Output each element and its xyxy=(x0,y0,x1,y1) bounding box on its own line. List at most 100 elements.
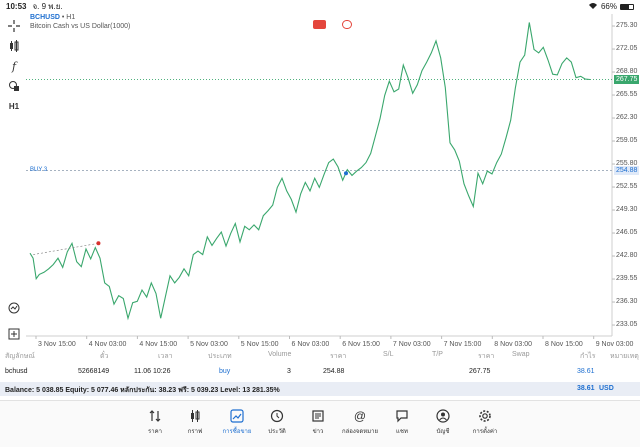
symbol-label: BCHUSD • H1 xyxy=(30,14,75,21)
tab-label: ข่าว xyxy=(312,429,324,435)
bottom-tab-bar: ราคา กราฟ การซื้อขาย ประวัติ ข่าว @ กล่อ… xyxy=(0,400,640,447)
tab-label: กราฟ xyxy=(187,429,203,435)
y-tick-label: 262.30 xyxy=(616,114,638,122)
battery-percent: 66% xyxy=(600,2,617,11)
chat-icon xyxy=(395,409,409,423)
current-price-tag: 267.75 xyxy=(614,74,640,84)
timeframe-h1-button[interactable]: H1 xyxy=(8,101,20,111)
trade-toggle-icon[interactable] xyxy=(342,20,352,29)
y-tick-label: 252.55 xyxy=(616,183,638,191)
y-tick-label: 275.30 xyxy=(616,22,638,30)
col-current: ราคา xyxy=(478,353,495,360)
tab-label: ราคา xyxy=(148,429,162,435)
battery-icon xyxy=(620,3,634,10)
price-chart[interactable] xyxy=(26,14,640,346)
col-swap: Swap xyxy=(512,351,530,358)
col-time: เวลา xyxy=(158,353,173,360)
y-tick-label: 239.55 xyxy=(616,275,638,283)
x-tick-label: 8 Nov 15:00 xyxy=(545,341,583,348)
balance-bar: Balance: 5 038.85 Equity: 5 077.46 หลักป… xyxy=(0,382,640,396)
tab-label: แชท xyxy=(396,429,408,435)
tab-quotes[interactable]: ราคา xyxy=(135,409,175,436)
mail-at-icon: @ xyxy=(353,409,367,423)
status-right: 66% xyxy=(588,2,634,12)
buy-order-label: BUY 3 xyxy=(30,167,48,173)
one-click-trading xyxy=(313,20,352,29)
wifi-icon xyxy=(588,2,598,12)
col-sl: S/L xyxy=(383,351,394,358)
tab-news[interactable]: ข่าว xyxy=(298,409,338,436)
col-volume: Volume xyxy=(268,351,292,358)
y-tick-label: 265.55 xyxy=(616,91,638,99)
status-time: 10:53 xyxy=(6,2,27,11)
symbol-name: BCHUSD xyxy=(30,14,60,21)
sell-quick-button[interactable] xyxy=(313,20,326,29)
status-bar: 10:53 จ. 9 พ.ย. 66% xyxy=(0,0,640,13)
symbol-description: Bitcoin Cash vs US Dollar(1000) xyxy=(30,23,131,30)
function-icon[interactable]: f xyxy=(11,59,17,73)
row-volume: 3 xyxy=(287,368,291,375)
tab-label: บัญชี xyxy=(436,429,450,435)
tab-trade[interactable]: การซื้อขาย xyxy=(217,409,257,436)
crosshair-icon[interactable] xyxy=(6,18,22,34)
row-time: 11.06 10:26 xyxy=(134,368,171,375)
y-tick-label: 246.05 xyxy=(616,229,638,237)
tab-history[interactable]: ประวัติ xyxy=(257,409,297,436)
account-icon xyxy=(436,409,450,423)
y-tick-label: 272.05 xyxy=(616,45,638,53)
x-tick-label: 8 Nov 03:00 xyxy=(494,341,533,348)
row-type: buy xyxy=(219,368,231,375)
y-tick-label: 233.05 xyxy=(616,321,638,329)
col-comment: หมายเหตุ xyxy=(610,353,639,360)
y-tick-label: 242.80 xyxy=(616,252,638,260)
x-tick-label: 6 Nov 15:00 xyxy=(342,341,380,348)
settings-icon xyxy=(478,409,492,423)
x-tick-label: 6 Nov 03:00 xyxy=(291,341,330,348)
tab-account[interactable]: บัญชี xyxy=(423,409,463,436)
row-profit: 38.61 xyxy=(577,368,595,375)
indicators-candles-icon[interactable] xyxy=(6,38,22,54)
history-icon xyxy=(270,409,284,423)
buy-marker-blue xyxy=(344,171,348,176)
row-current: 267.75 xyxy=(469,368,491,375)
tab-chat[interactable]: แชท xyxy=(382,409,422,436)
x-tick-label: 7 Nov 03:00 xyxy=(392,341,431,348)
col-price: ราคา xyxy=(330,353,347,360)
positions-table-header: สัญลักษณ์ ตั๋ว เวลา ประเภท Volume ราคา S… xyxy=(0,349,640,361)
x-tick-label: 5 Nov 15:00 xyxy=(240,341,279,348)
x-tick-label: 5 Nov 03:00 xyxy=(190,341,228,348)
col-profit: กำไร xyxy=(580,353,596,360)
tab-settings[interactable]: การตั้งค่า xyxy=(465,409,505,436)
tab-label: ประวัติ xyxy=(268,429,286,435)
tab-label: การซื้อขาย xyxy=(222,429,252,435)
col-symbol: สัญลักษณ์ xyxy=(5,353,35,360)
x-tick-label: 4 Nov 15:00 xyxy=(139,341,178,348)
arrows-updown-icon xyxy=(148,409,162,423)
tab-chart[interactable]: กราฟ xyxy=(175,409,215,436)
zoom-icon[interactable] xyxy=(6,300,22,316)
entry-marker-red xyxy=(96,241,101,246)
row-ticket: 52668149 xyxy=(78,368,110,375)
entry-dotted-line xyxy=(33,242,99,255)
news-icon xyxy=(311,409,325,423)
objects-icon[interactable] xyxy=(6,78,22,94)
tab-label: กล่องจดหมาย xyxy=(341,429,379,435)
x-tick-label: 4 Nov 03:00 xyxy=(88,341,127,348)
position-row[interactable]: bchusd 52668149 11.06 10:26 buy 3 254.88… xyxy=(0,366,640,380)
y-tick-label: 259.05 xyxy=(616,137,638,145)
col-type: ประเภท xyxy=(208,353,232,360)
y-tick-label: 255.80 xyxy=(616,160,638,168)
candles-icon xyxy=(188,409,202,423)
status-date: จ. 9 พ.ย. xyxy=(32,2,63,11)
y-tick-label: 268.80 xyxy=(616,68,638,76)
y-tick-label: 249.30 xyxy=(616,206,638,214)
add-window-icon[interactable] xyxy=(6,326,22,342)
buy-price-tag: 254.88 xyxy=(614,166,640,176)
timeframe-label: • H1 xyxy=(61,14,76,21)
tab-mailbox[interactable]: @ กล่องจดหมาย xyxy=(340,409,380,436)
chart-toolbar: f H1 xyxy=(0,14,26,344)
balance-text: Balance: 5 038.85 Equity: 5 077.46 หลักป… xyxy=(5,387,280,394)
col-ticket: ตั๋ว xyxy=(100,353,109,360)
balance-profit: 38.61 xyxy=(577,385,595,392)
trade-chart-icon xyxy=(230,409,244,423)
